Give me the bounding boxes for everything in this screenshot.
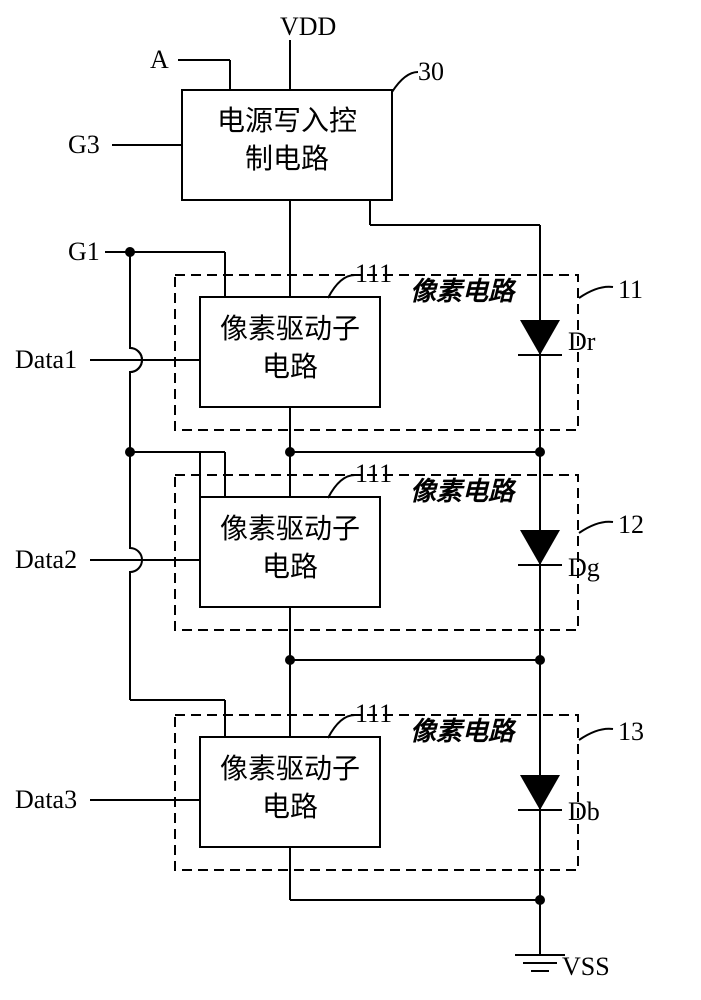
ref-12: 12 xyxy=(618,510,644,539)
diode-dr xyxy=(518,320,562,355)
diode-db xyxy=(518,775,562,810)
ref-13: 13 xyxy=(618,717,644,746)
ref-11: 11 xyxy=(618,275,643,304)
pixel-label-2: 像素电路 xyxy=(410,477,517,506)
sub2-line1: 像素驱动子 xyxy=(220,513,360,545)
label-data2: Data2 xyxy=(15,545,77,574)
label-data3: Data3 xyxy=(15,785,77,814)
pixel-label-3: 像素电路 xyxy=(410,717,517,746)
label-dg: Dg xyxy=(568,553,600,582)
sub1-line1: 像素驱动子 xyxy=(220,313,360,345)
leader-30 xyxy=(392,72,418,92)
sub2-line2: 电路 xyxy=(262,551,318,583)
label-vdd: VDD xyxy=(280,12,336,41)
leader-11 xyxy=(579,287,613,298)
leader-111-1 xyxy=(328,275,355,298)
label-data1: Data1 xyxy=(15,345,77,374)
sub3-line1: 像素驱动子 xyxy=(220,753,360,785)
label-db: Db xyxy=(568,797,600,826)
pixel-label-1: 像素电路 xyxy=(410,277,517,306)
diode-dg xyxy=(518,530,562,565)
leader-111-3 xyxy=(328,715,355,738)
label-dr: Dr xyxy=(568,327,596,356)
ref-30: 30 xyxy=(418,57,444,86)
leader-13 xyxy=(579,729,613,740)
ref-111-2: 111 xyxy=(355,459,392,488)
node-rail-2 xyxy=(535,655,545,665)
circuit-diagram: VDD A G3 G1 Data1 Data2 Data3 VSS 电源写入控 … xyxy=(0,0,701,1000)
leader-111-2 xyxy=(328,475,355,498)
leader-12 xyxy=(579,522,613,533)
label-g1: G1 xyxy=(68,237,100,266)
ref-111-3: 111 xyxy=(355,699,392,728)
node-rail-1 xyxy=(535,447,545,457)
node-rail-3 xyxy=(535,895,545,905)
sub1-line2: 电路 xyxy=(262,351,318,383)
label-a: A xyxy=(150,45,169,74)
ref-111-1: 111 xyxy=(355,259,392,288)
label-vss: VSS xyxy=(562,952,610,981)
power-block-line2: 制电路 xyxy=(245,143,329,175)
label-g3: G3 xyxy=(68,130,100,159)
sub3-line2: 电路 xyxy=(262,791,318,823)
power-block-line1: 电源写入控 xyxy=(217,105,357,137)
